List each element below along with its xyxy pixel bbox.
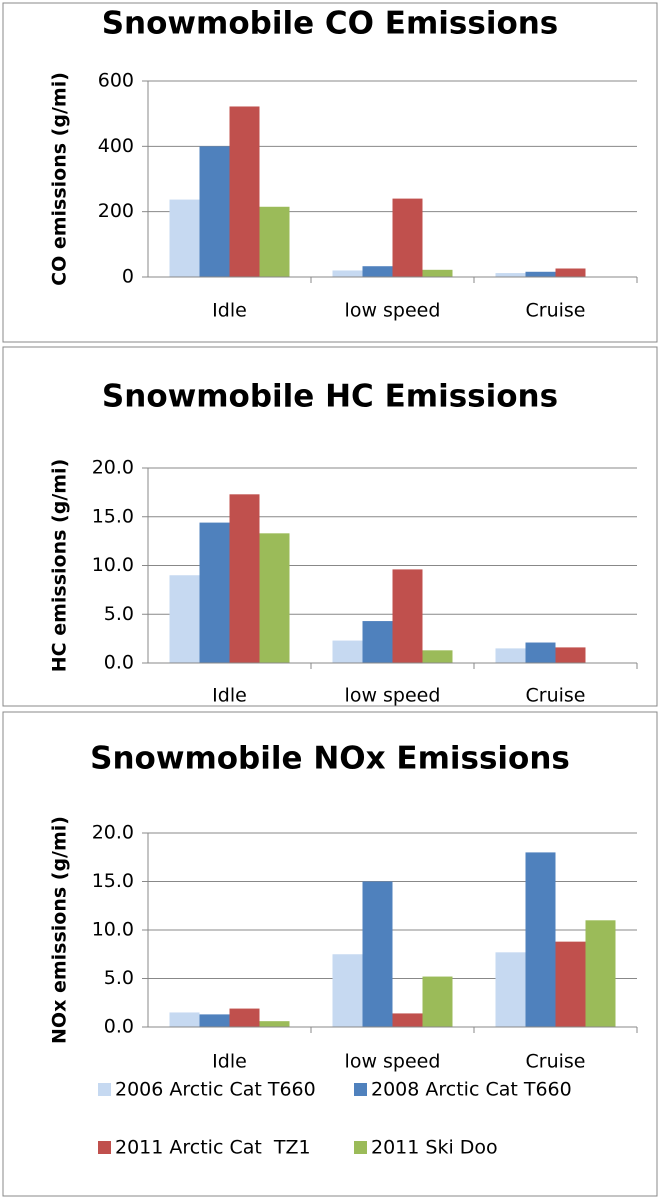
bar xyxy=(525,642,556,663)
x-tick-label: Idle xyxy=(212,1051,247,1073)
y-tick-label: 5.0 xyxy=(104,603,134,625)
y-axis-label: NOx emissions (g/mi) xyxy=(49,816,71,1044)
bar xyxy=(199,522,230,663)
x-tick-label: low speed xyxy=(345,300,441,322)
bar xyxy=(422,269,453,277)
x-tick-label: Cruise xyxy=(526,685,586,707)
legend-label: 2006 Arctic Cat T660 xyxy=(115,1079,316,1101)
panel-border xyxy=(2,711,658,1197)
bar xyxy=(525,271,556,277)
y-tick-label: 600 xyxy=(98,70,134,92)
y-axis-label: CO emissions (g/mi) xyxy=(49,72,71,286)
x-tick-label: Idle xyxy=(212,300,247,322)
y-axis-label: HC emissions (g/mi) xyxy=(49,459,71,673)
panel-border xyxy=(2,346,658,707)
bar xyxy=(422,976,453,1027)
bar xyxy=(392,198,423,277)
bar xyxy=(229,494,260,663)
bar xyxy=(555,268,586,277)
y-tick-label: 10.0 xyxy=(92,919,134,941)
bar xyxy=(362,881,393,1027)
bar xyxy=(495,648,526,663)
legend-swatch xyxy=(354,1083,367,1096)
bar xyxy=(199,146,230,277)
bar xyxy=(259,533,290,663)
bar xyxy=(555,647,586,663)
y-tick-label: 20.0 xyxy=(92,457,134,479)
bar xyxy=(259,1021,290,1027)
legend-label: 2011 Arctic Cat TZ1 xyxy=(115,1137,311,1159)
bar xyxy=(169,575,200,663)
x-tick-label: Cruise xyxy=(526,300,586,322)
bar xyxy=(525,852,556,1027)
bar xyxy=(332,270,363,277)
bar xyxy=(362,266,393,277)
chart-title: Snowmobile HC Emissions xyxy=(102,379,558,415)
bar xyxy=(392,569,423,663)
legend-swatch xyxy=(354,1141,367,1154)
bar xyxy=(495,273,526,277)
y-tick-label: 20.0 xyxy=(92,822,134,844)
bar xyxy=(422,650,453,663)
bar xyxy=(555,941,586,1027)
bar xyxy=(362,621,393,663)
chart-title: Snowmobile CO Emissions xyxy=(102,6,559,42)
y-tick-label: 200 xyxy=(98,200,134,222)
chart-title: Snowmobile NOx Emissions xyxy=(90,741,570,777)
bar xyxy=(229,1008,260,1027)
y-tick-label: 400 xyxy=(98,135,134,157)
legend-label: 2011 Ski Doo xyxy=(371,1137,498,1159)
x-tick-label: Cruise xyxy=(526,1051,586,1073)
y-tick-label: 15.0 xyxy=(92,870,134,892)
panel-border xyxy=(2,2,658,343)
x-tick-label: Idle xyxy=(212,685,247,707)
y-tick-label: 0 xyxy=(122,266,134,288)
bar xyxy=(259,206,290,277)
legend-swatch xyxy=(98,1083,111,1096)
bar xyxy=(332,640,363,663)
y-tick-label: 5.0 xyxy=(104,967,134,989)
legend-label: 2008 Arctic Cat T660 xyxy=(371,1079,572,1101)
bar xyxy=(169,199,200,277)
bar xyxy=(392,1013,423,1027)
legend-swatch xyxy=(98,1141,111,1154)
y-tick-label: 15.0 xyxy=(92,505,134,527)
bar xyxy=(332,954,363,1027)
y-tick-label: 0.0 xyxy=(104,652,134,674)
bar xyxy=(495,952,526,1027)
x-tick-label: low speed xyxy=(345,685,441,707)
y-tick-label: 0.0 xyxy=(104,1016,134,1038)
x-tick-label: low speed xyxy=(345,1051,441,1073)
bar xyxy=(199,1014,230,1027)
bar xyxy=(585,920,616,1027)
y-tick-label: 10.0 xyxy=(92,554,134,576)
bar xyxy=(169,1012,200,1027)
bar xyxy=(229,106,260,277)
